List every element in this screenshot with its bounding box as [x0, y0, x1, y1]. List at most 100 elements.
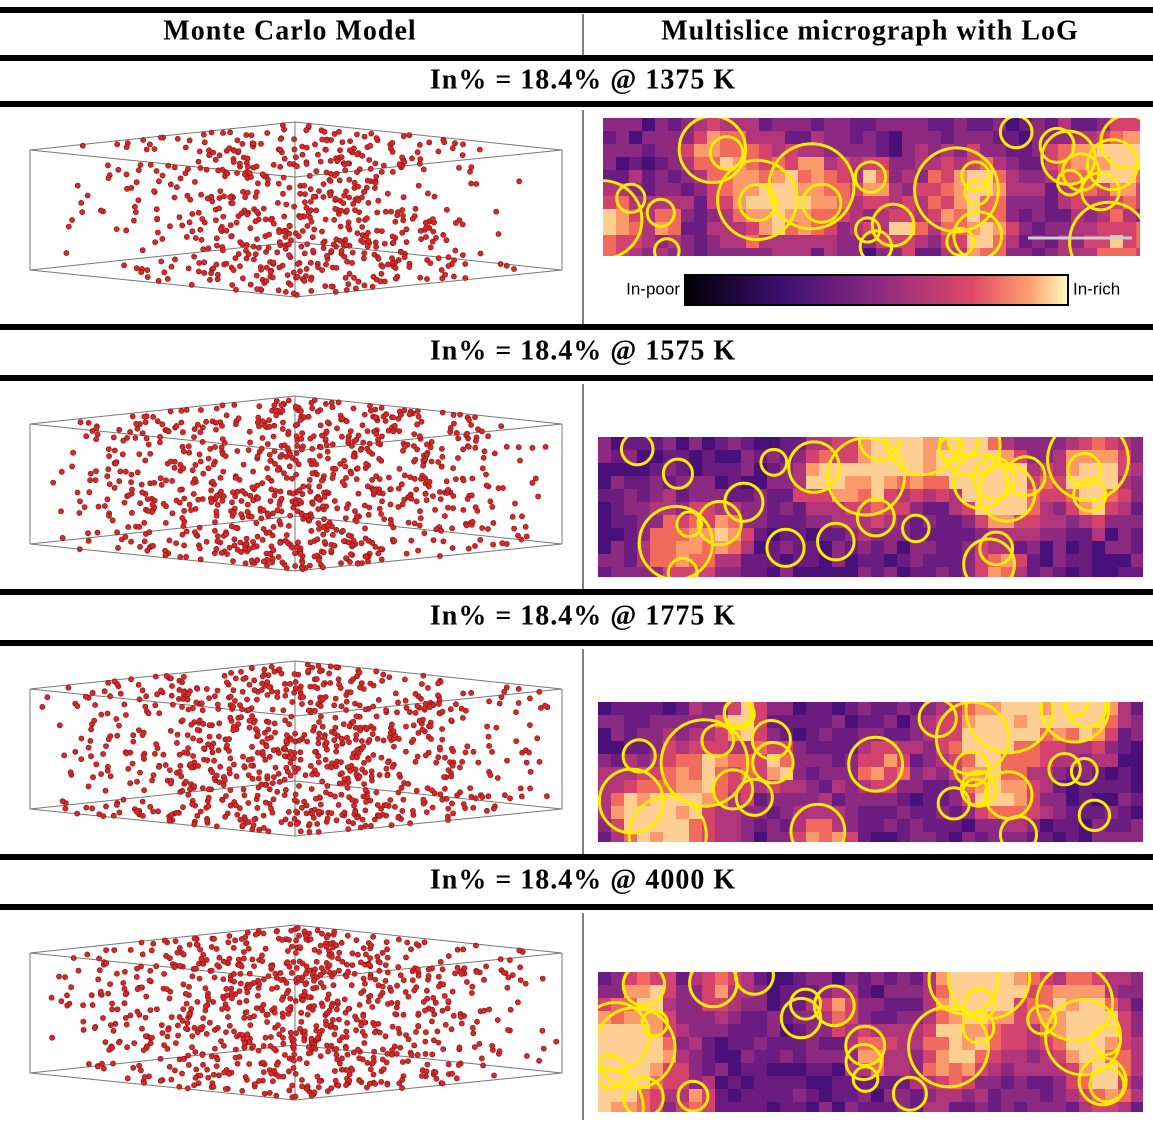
atom	[366, 999, 371, 1004]
pixel	[702, 767, 716, 781]
atom	[254, 237, 259, 242]
atom	[233, 422, 238, 427]
pixel	[754, 567, 768, 581]
pixel	[603, 248, 617, 262]
atom	[367, 505, 372, 510]
atom	[185, 1021, 190, 1026]
atom	[288, 1030, 293, 1035]
atom	[312, 554, 317, 559]
atom	[416, 548, 421, 553]
atom	[331, 983, 336, 988]
atom	[155, 216, 160, 221]
pixel	[949, 515, 963, 529]
pixel	[1045, 144, 1059, 158]
atom	[343, 516, 348, 521]
atom	[249, 744, 254, 749]
pixel	[902, 118, 916, 132]
atom	[151, 773, 156, 778]
atom	[85, 531, 90, 536]
pixel	[624, 567, 638, 581]
pixel	[832, 741, 846, 755]
atom	[383, 978, 388, 983]
pixel	[702, 702, 716, 716]
atom	[231, 160, 236, 165]
atom	[377, 456, 382, 461]
pixel	[819, 715, 833, 729]
pixel	[754, 528, 768, 542]
pixel	[1118, 715, 1132, 729]
atom	[293, 950, 298, 955]
atom	[311, 970, 316, 975]
atom	[255, 534, 260, 539]
atom	[455, 947, 460, 952]
pixel	[1014, 780, 1028, 794]
atom	[432, 194, 437, 199]
atom	[442, 513, 447, 518]
atom	[182, 508, 187, 513]
pixel	[759, 144, 773, 158]
atom	[371, 726, 376, 731]
atom	[251, 545, 256, 550]
atom	[115, 142, 120, 147]
atom	[202, 260, 207, 265]
atom	[265, 177, 270, 182]
pixel	[806, 450, 820, 464]
atom	[266, 829, 271, 834]
atom	[178, 487, 183, 492]
atom	[334, 1046, 339, 1051]
atom	[287, 722, 292, 727]
atom	[152, 189, 157, 194]
pixel	[845, 832, 859, 846]
atom	[390, 1024, 395, 1029]
atom	[450, 763, 455, 768]
atom	[77, 499, 82, 504]
atom	[400, 808, 405, 813]
pixel	[676, 702, 690, 716]
pixel	[923, 819, 937, 833]
atom	[56, 974, 61, 979]
pixel	[1071, 157, 1085, 171]
pixel	[910, 832, 924, 846]
pixel	[1014, 754, 1028, 768]
pixel	[637, 972, 651, 986]
atom	[174, 423, 179, 428]
atom	[373, 544, 378, 549]
atom	[169, 1015, 174, 1020]
atom	[137, 544, 142, 549]
atom	[212, 520, 217, 525]
atom	[353, 810, 358, 815]
atom	[401, 978, 406, 983]
atom	[256, 424, 261, 429]
atom	[131, 218, 136, 223]
pixel	[655, 170, 669, 184]
atom	[418, 228, 423, 233]
atom	[206, 804, 211, 809]
pixel	[611, 476, 625, 490]
pixel	[1014, 528, 1028, 542]
atom	[122, 263, 127, 268]
atom	[230, 201, 235, 206]
pixel	[1014, 728, 1028, 742]
pixel	[694, 222, 708, 236]
atom	[362, 526, 367, 531]
atom	[516, 445, 521, 450]
pixel	[1006, 170, 1020, 184]
pixel	[681, 183, 695, 197]
pixel	[858, 541, 872, 555]
pixel	[676, 819, 690, 833]
pixel	[915, 248, 929, 262]
atom	[318, 159, 323, 164]
atom	[134, 966, 139, 971]
atom	[373, 180, 378, 185]
atom	[302, 1038, 307, 1043]
atom	[362, 412, 367, 417]
atom	[140, 688, 145, 693]
pixel	[845, 806, 859, 820]
atom	[400, 1059, 405, 1064]
pixel	[603, 235, 617, 249]
pixel	[1136, 222, 1150, 236]
atom	[425, 1062, 430, 1067]
atom	[144, 694, 149, 699]
atom	[87, 490, 92, 495]
atom	[271, 748, 276, 753]
